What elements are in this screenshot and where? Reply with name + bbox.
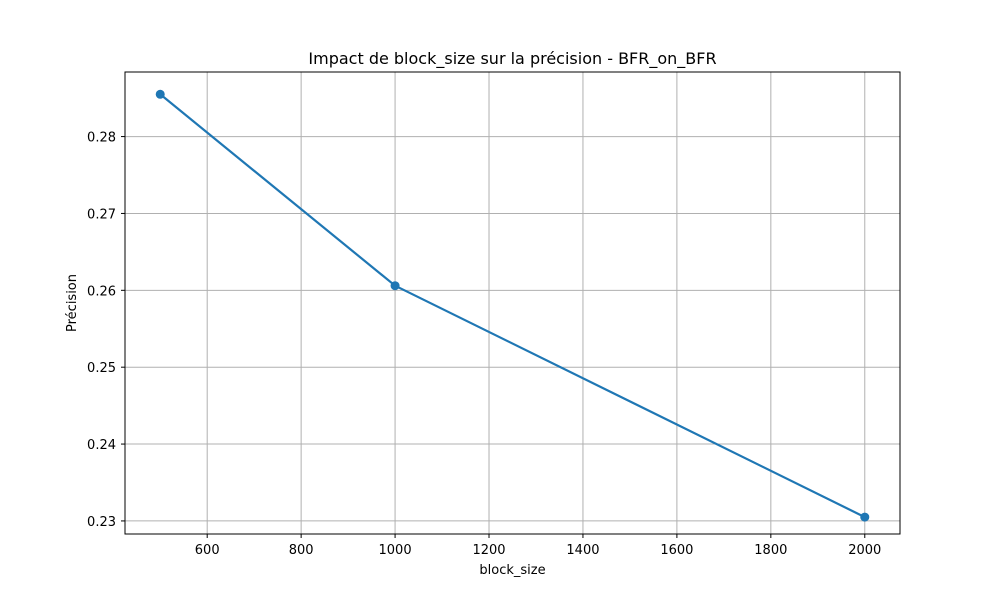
y-axis-label: Précision — [65, 274, 80, 332]
x-tick-label: 1400 — [566, 543, 599, 558]
chart-title: Impact de block_size sur la précision - … — [308, 49, 716, 69]
y-tick-label: 0.25 — [87, 361, 116, 376]
x-axis-label: block_size — [479, 563, 545, 578]
y-tick-label: 0.26 — [87, 284, 116, 299]
series-layer — [155, 89, 870, 522]
x-tick-label: 2000 — [848, 543, 881, 558]
x-axis: 600 800 1000 1200 1400 1600 1800 2000 — [195, 534, 881, 558]
plot-frame — [124, 71, 901, 535]
x-tick-label: 1200 — [472, 543, 505, 558]
data-point — [860, 512, 870, 522]
y-tick-label: 0.24 — [87, 438, 116, 453]
x-tick-label: 800 — [289, 543, 314, 558]
x-tick-label: 1800 — [754, 543, 787, 558]
grid — [125, 72, 900, 534]
data-point — [390, 281, 400, 291]
x-tick-label: 600 — [195, 543, 220, 558]
y-tick-label: 0.23 — [87, 515, 116, 530]
y-axis: 0.23 0.24 0.25 0.26 0.27 0.28 — [87, 131, 125, 530]
x-tick-label: 1000 — [379, 543, 412, 558]
y-tick-label: 0.27 — [87, 207, 116, 222]
data-point — [155, 89, 165, 99]
y-tick-label: 0.28 — [87, 131, 116, 146]
x-tick-label: 1600 — [660, 543, 693, 558]
